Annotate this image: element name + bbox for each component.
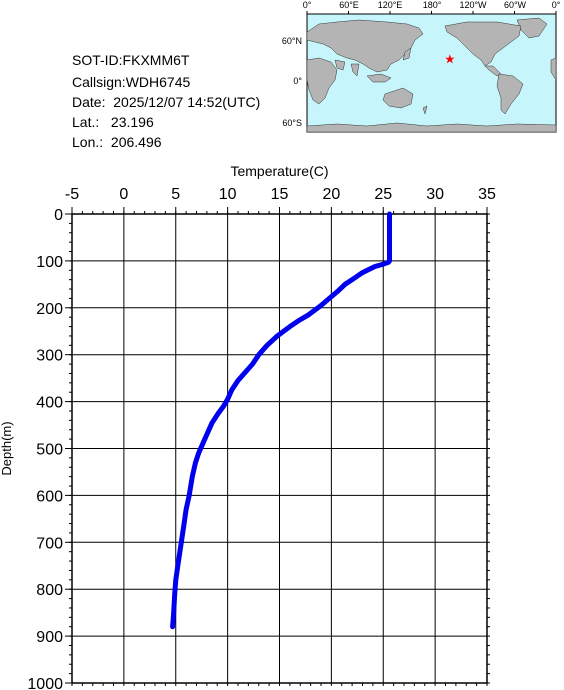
map-lat-label: 0° — [293, 76, 302, 86]
y-tick-label: 900 — [36, 629, 63, 646]
y-tick-label: 400 — [36, 395, 63, 412]
x-tick-label: -5 — [65, 186, 79, 203]
location-marker — [445, 54, 455, 64]
map-lon-label: 120°E — [378, 0, 403, 10]
map-lat-label: 60°S — [282, 118, 302, 128]
map-land — [306, 17, 557, 133]
map-lon-label: 60°W — [504, 0, 527, 10]
x-tick-label: 0 — [119, 186, 128, 203]
lon-text: Lon.: 206.496 — [72, 134, 162, 150]
y-tick-label: 700 — [36, 535, 63, 552]
x-tick-label: 25 — [374, 186, 392, 203]
y-tick-label: 500 — [36, 442, 63, 459]
map-lat-label: 60°N — [281, 36, 302, 46]
x-tick-label: 5 — [171, 186, 180, 203]
y-tick-label: 200 — [36, 301, 63, 318]
map-lon-label: 120°W — [459, 0, 487, 10]
x-tick-label: 10 — [219, 186, 237, 203]
y-tick-label: 300 — [36, 348, 63, 365]
callsign-text: Callsign:WDH6745 — [72, 74, 191, 90]
plot-frame — [71, 213, 488, 684]
y-tick-label: 600 — [36, 488, 63, 505]
x-tick-label: 20 — [322, 186, 340, 203]
map-frame-ticks — [306, 11, 557, 14]
x-axis-label: Temperature(C) — [230, 163, 328, 179]
x-tick-label: 30 — [426, 186, 444, 203]
x-tick-label: 15 — [271, 186, 289, 203]
y-tick-label: 1000 — [27, 676, 63, 690]
map-lon-label: 0° — [303, 0, 312, 10]
y-tick-label: 100 — [36, 254, 63, 271]
y-tick-label: 0 — [54, 207, 63, 224]
x-tick-label: 35 — [478, 186, 496, 203]
date-text: Date: 2025/12/07 14:52(UTC) — [72, 94, 261, 110]
sot-id-text: SOT-ID:FKXMM6T — [72, 52, 190, 68]
y-axis-label: Depth(m) — [0, 421, 14, 475]
map-lon-label: 180° — [423, 0, 442, 10]
lat-text: Lat.: 23.196 — [72, 114, 154, 130]
y-tick-label: 800 — [36, 582, 63, 599]
map-lon-label: 0° — [552, 0, 561, 10]
location-map: 0° 60°E 120°E 180° 120°W 60°W 0° 60°N — [303, 0, 561, 133]
map-lon-label: 60°E — [339, 0, 359, 10]
temperature-profile-line — [170, 211, 392, 630]
